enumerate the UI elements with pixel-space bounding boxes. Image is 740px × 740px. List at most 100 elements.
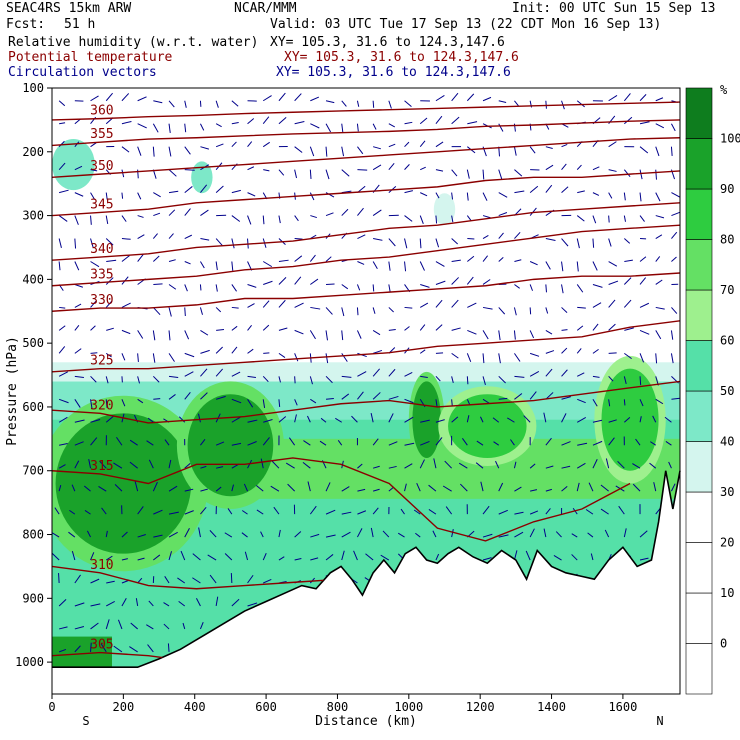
vector-arrow [623, 93, 631, 102]
vector-arrow [623, 169, 631, 177]
vector-arrow [372, 209, 382, 216]
colorbar-label: 50 [720, 384, 734, 398]
vector-arrow [341, 393, 350, 400]
vector-arrow [561, 186, 569, 193]
theta-label-350: 350 [90, 159, 113, 174]
vector-arrow [302, 646, 311, 653]
vector-arrow [372, 465, 380, 469]
vector-arrow [498, 397, 508, 400]
vector-arrow [325, 100, 335, 104]
vector-arrow [592, 302, 602, 308]
vector-arrow [668, 461, 672, 469]
vector-arrow [624, 327, 634, 331]
vector-arrow [365, 553, 374, 561]
vector-arrow [247, 574, 254, 584]
vector-arrow [482, 398, 490, 404]
vector-arrow [52, 552, 60, 561]
vector-arrow [199, 123, 205, 131]
vector-arrow [577, 306, 586, 309]
vector-arrow [608, 215, 610, 223]
vector-arrow [294, 93, 302, 102]
vector-arrow [561, 143, 568, 148]
vector-arrow [200, 238, 210, 241]
vector-arrow [121, 93, 130, 102]
x-tick-label: 800 [327, 700, 349, 714]
vector-arrow [278, 116, 287, 125]
vector-arrow [545, 307, 549, 314]
vector-arrow [420, 166, 426, 171]
vector-arrow [278, 352, 286, 358]
vector-arrow [121, 169, 125, 178]
y-tick-label: 100 [22, 81, 44, 95]
vector-arrow [137, 506, 144, 515]
vector-arrow [545, 238, 556, 241]
vector-arrow [413, 509, 421, 515]
vector-arrow [498, 123, 504, 132]
vector-arrow [90, 192, 96, 200]
vector-arrow [419, 349, 426, 354]
vector-arrow [479, 416, 484, 423]
vector-arrow [262, 375, 269, 383]
vector-arrow [623, 277, 632, 285]
theta-label-320: 320 [90, 398, 113, 413]
vector-arrow [577, 190, 585, 194]
vector-arrow [200, 209, 209, 216]
colorbar-label: 100 [720, 132, 740, 146]
vector-arrow [372, 261, 378, 269]
vector-arrow [404, 326, 410, 331]
vector-arrow [262, 642, 265, 652]
vector-arrow [372, 329, 381, 336]
terrain-line [52, 470, 681, 669]
vector-arrow [294, 353, 299, 362]
rh-shading [52, 132, 680, 668]
vector-arrow [177, 577, 186, 584]
vector-arrow [294, 302, 304, 308]
vector-arrow [419, 140, 426, 148]
vector-arrow [356, 330, 362, 339]
vector-arrow [341, 486, 350, 492]
vector-arrow [432, 530, 437, 538]
vector-arrow [215, 395, 226, 400]
y-tick-label: 400 [22, 272, 44, 286]
vector-arrow [288, 437, 296, 446]
vector-arrow [341, 307, 345, 317]
vector-arrow [467, 255, 475, 262]
vector-arrow [215, 185, 224, 193]
x-end-label-south: S [82, 714, 89, 728]
colorbar-label: 80 [720, 233, 734, 247]
vector-arrow [215, 596, 219, 607]
vector-arrow [114, 483, 123, 492]
vector-arrow [451, 259, 461, 263]
vector-arrow [262, 399, 266, 409]
vector-arrow [655, 576, 662, 584]
vector-arrow [335, 601, 342, 607]
vector-arrow [247, 303, 255, 308]
vector-arrow [310, 306, 321, 310]
vector-arrow [388, 123, 395, 128]
vector-arrow [58, 261, 61, 271]
vector-arrow [482, 353, 485, 364]
vector-arrow [417, 552, 421, 561]
vector-arrow [168, 146, 172, 157]
fcst-value: 51 h [64, 17, 96, 32]
vector-arrow [247, 215, 252, 225]
vector-arrow [357, 146, 364, 155]
vector-arrow [451, 528, 454, 538]
vector-arrow [105, 352, 112, 358]
vector-arrow [278, 299, 286, 308]
vector-arrow [608, 169, 617, 172]
vector-arrow [231, 416, 241, 423]
vector-arrow [388, 649, 397, 653]
rh-blob-7 [433, 193, 456, 226]
vector-arrow [152, 307, 161, 316]
vector-arrow [671, 553, 680, 561]
vector-arrow [639, 329, 650, 335]
vector-arrow [247, 348, 254, 354]
vector-arrow [530, 489, 538, 492]
vector-arrow [655, 215, 665, 219]
vector-arrow [152, 146, 155, 157]
colorbar-box [685, 239, 713, 291]
y-tick-label: 300 [22, 209, 44, 223]
vector-arrow [561, 441, 571, 446]
vector-arrow [545, 508, 551, 515]
